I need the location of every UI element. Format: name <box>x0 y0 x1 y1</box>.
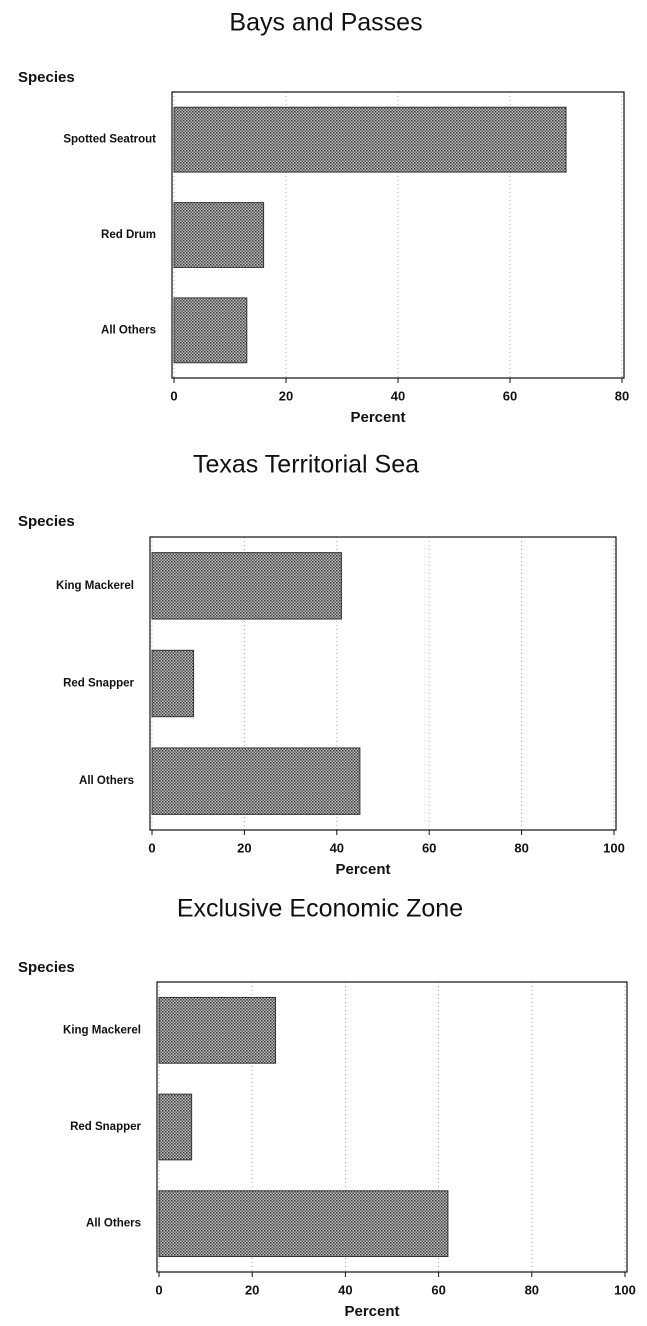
chart-title: Bays and Passes <box>229 9 422 37</box>
chart-title: Exclusive Economic Zone <box>177 895 463 923</box>
y-tick-label: Red Snapper <box>63 678 134 690</box>
bar <box>151 649 195 718</box>
bar <box>158 1190 449 1258</box>
y-axis-label: Species <box>18 69 75 86</box>
plot-frame <box>156 981 628 1273</box>
bar <box>151 552 342 620</box>
x-tick-label: 20 <box>245 1282 259 1297</box>
x-tick-label: 20 <box>279 388 293 403</box>
x-tick-label: 60 <box>422 840 436 855</box>
plot-frame <box>149 536 617 831</box>
x-tick-label: 80 <box>615 388 629 403</box>
x-tick-label: 60 <box>503 388 517 403</box>
y-axis-label: Species <box>18 959 75 976</box>
chart-title: Texas Territorial Sea <box>193 451 419 479</box>
bar <box>158 1093 193 1161</box>
x-tick-label: 0 <box>155 1282 162 1297</box>
y-tick-label: All Others <box>101 324 156 336</box>
y-tick-label: King Mackerel <box>56 580 134 592</box>
x-axis-label: Percent <box>350 409 405 426</box>
x-tick-label: 80 <box>525 1282 539 1297</box>
x-tick-label: 40 <box>338 1282 352 1297</box>
y-tick-label: Spotted Seatrout <box>63 134 156 146</box>
bar <box>173 106 567 173</box>
x-tick-label: 0 <box>170 388 177 403</box>
x-tick-label: 0 <box>148 840 155 855</box>
x-tick-label: 80 <box>514 840 528 855</box>
x-axis-label: Percent <box>335 861 390 878</box>
y-tick-label: Red Snapper <box>70 1121 141 1133</box>
y-tick-label: King Mackerel <box>63 1024 141 1036</box>
bar <box>158 996 276 1064</box>
x-tick-label: 40 <box>330 840 344 855</box>
bar <box>173 297 248 364</box>
x-tick-label: 100 <box>614 1282 636 1297</box>
bar <box>151 747 361 815</box>
plot-frame <box>171 91 625 379</box>
x-tick-label: 20 <box>237 840 251 855</box>
x-tick-label: 100 <box>603 840 625 855</box>
bar <box>173 202 265 268</box>
x-tick-label: 40 <box>391 388 405 403</box>
x-tick-label: 60 <box>431 1282 445 1297</box>
y-tick-label: All Others <box>86 1218 141 1230</box>
x-axis-label: Percent <box>344 1303 399 1320</box>
y-tick-label: Red Drum <box>101 229 156 241</box>
y-tick-label: All Others <box>79 775 134 787</box>
y-axis-label: Species <box>18 513 75 530</box>
